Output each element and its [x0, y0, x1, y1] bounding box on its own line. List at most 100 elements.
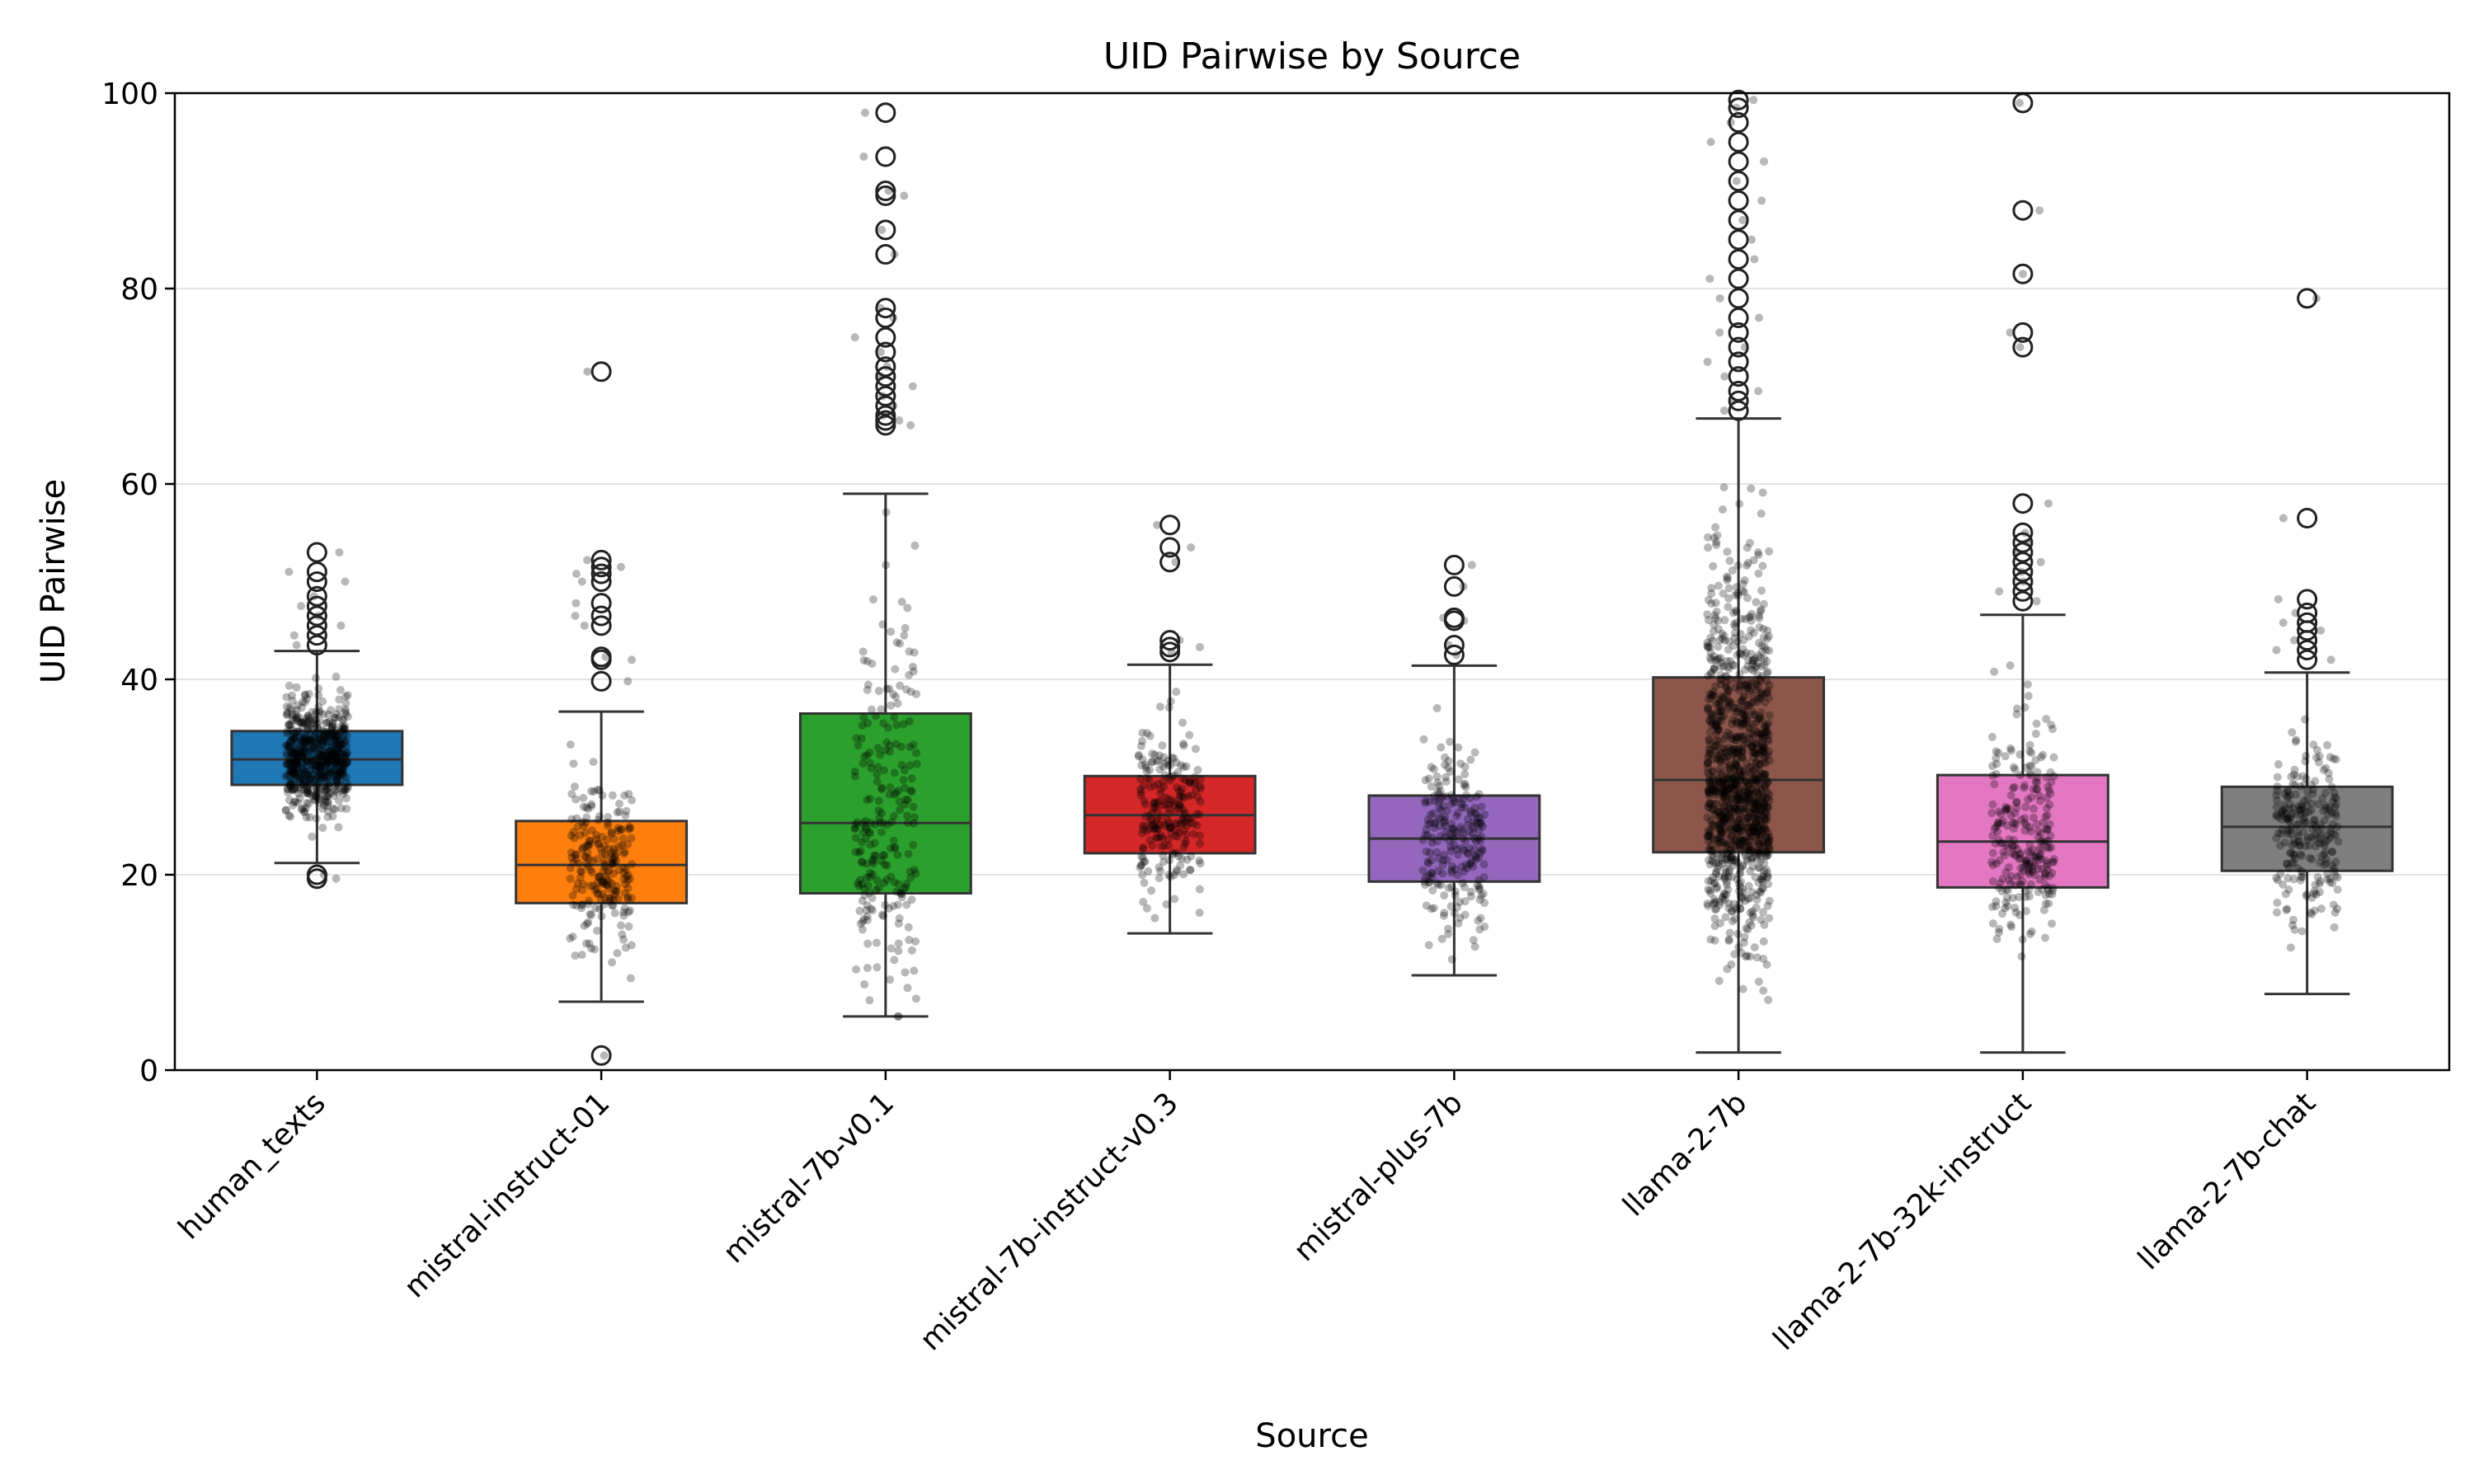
jitter-point — [2309, 785, 2318, 794]
jitter-point — [1762, 832, 1771, 841]
jitter-point — [600, 849, 609, 858]
jitter-point — [857, 857, 866, 866]
jitter-point — [609, 885, 618, 895]
jitter-point — [2312, 890, 2321, 899]
jitter-point — [1732, 748, 1741, 757]
jitter-point — [593, 926, 602, 935]
jitter-point — [1706, 799, 1715, 808]
jitter-point — [1469, 936, 1478, 945]
jitter-point — [327, 731, 336, 740]
jitter-point — [1731, 855, 1740, 864]
jitter-point — [1450, 841, 1459, 850]
jitter-point — [312, 737, 321, 746]
jitter-point — [1740, 785, 1749, 794]
jitter-point — [337, 758, 346, 768]
jitter-point — [1157, 831, 1166, 840]
jitter-point — [1733, 823, 1742, 832]
jitter-point — [330, 760, 339, 769]
jitter-point — [2035, 850, 2044, 859]
jitter-point — [1426, 848, 1435, 857]
jitter-point — [1749, 693, 1758, 702]
jitter-point — [1715, 764, 1724, 773]
jitter-point — [2272, 810, 2281, 819]
jitter-point — [1703, 638, 1712, 647]
jitter-point — [1164, 835, 1173, 844]
jitter-point — [587, 910, 596, 919]
jitter-point — [1760, 920, 1769, 929]
jitter-point — [618, 930, 627, 939]
jitter-point — [566, 740, 575, 749]
box-human_texts — [230, 730, 404, 787]
jitter-point — [297, 744, 306, 753]
jitter-point — [623, 839, 633, 848]
jitter-point — [1741, 802, 1750, 811]
jitter-point — [1705, 803, 1714, 812]
jitter-point — [1719, 753, 1729, 762]
jitter-point — [1733, 650, 1742, 660]
jitter-point — [1732, 583, 1741, 592]
jitter-point — [1714, 723, 1723, 732]
jitter-point — [2326, 828, 2335, 837]
jitter-point — [1753, 669, 1762, 679]
jitter-point — [332, 754, 341, 763]
jitter-point — [1435, 790, 1444, 799]
jitter-point — [571, 885, 581, 894]
jitter-point — [1179, 810, 1188, 819]
jitter-point — [2029, 785, 2038, 794]
jitter-point — [1731, 780, 1740, 789]
box-mistral-instruct-01 — [515, 819, 689, 904]
jitter-point — [1740, 711, 1749, 720]
jitter-point — [598, 848, 607, 857]
jitter-point — [1749, 779, 1758, 788]
jitter-point — [1432, 879, 1442, 888]
jitter-point — [291, 732, 300, 741]
jitter-point — [1729, 703, 1738, 712]
jitter-point — [2328, 879, 2337, 888]
jitter-point — [1748, 720, 1757, 729]
jitter-point — [1441, 821, 1450, 830]
jitter-point — [336, 740, 346, 749]
jitter-point — [1719, 589, 1728, 599]
jitter-point — [1178, 784, 1187, 793]
jitter-point — [1714, 716, 1723, 726]
jitter-point — [1718, 798, 1727, 807]
jitter-point — [287, 767, 296, 776]
jitter-point — [1477, 819, 1486, 829]
jitter-point — [1765, 843, 1774, 852]
outlier-marker — [306, 605, 327, 627]
jitter-point — [1136, 785, 1145, 794]
jitter-point — [1711, 699, 1720, 708]
jitter-point — [2289, 875, 2298, 884]
jitter-point — [1712, 538, 1721, 547]
jitter-point — [342, 749, 351, 758]
jitter-point — [312, 707, 321, 716]
jitter-point — [1763, 626, 1772, 635]
jitter-point — [2301, 842, 2310, 851]
jitter-point — [1419, 735, 1428, 744]
jitter-point — [863, 964, 872, 973]
jitter-point — [1720, 636, 1729, 645]
jitter-point — [2321, 858, 2331, 867]
jitter-point — [1730, 914, 1739, 923]
jitter-point — [2316, 876, 2325, 885]
jitter-point — [1703, 643, 1712, 652]
jitter-point — [612, 848, 621, 857]
jitter-point — [1761, 775, 1771, 784]
jitter-point — [857, 734, 866, 743]
jitter-point — [1759, 801, 1768, 810]
jitter-point — [1447, 832, 1456, 841]
jitter-point — [332, 758, 341, 768]
jitter-point — [1427, 868, 1436, 877]
jitter-point — [1753, 850, 1762, 859]
jitter-point — [1472, 810, 1481, 819]
jitter-point — [2039, 818, 2048, 827]
jitter-point — [879, 719, 888, 728]
jitter-point — [1706, 746, 1715, 755]
outlier-marker — [1443, 635, 1465, 656]
jitter-point — [586, 787, 595, 796]
jitter-point — [1764, 844, 1773, 853]
jitter-point — [576, 831, 585, 840]
jitter-point — [1724, 772, 1733, 781]
jitter-point — [1744, 656, 1753, 665]
jitter-point — [1755, 760, 1764, 769]
